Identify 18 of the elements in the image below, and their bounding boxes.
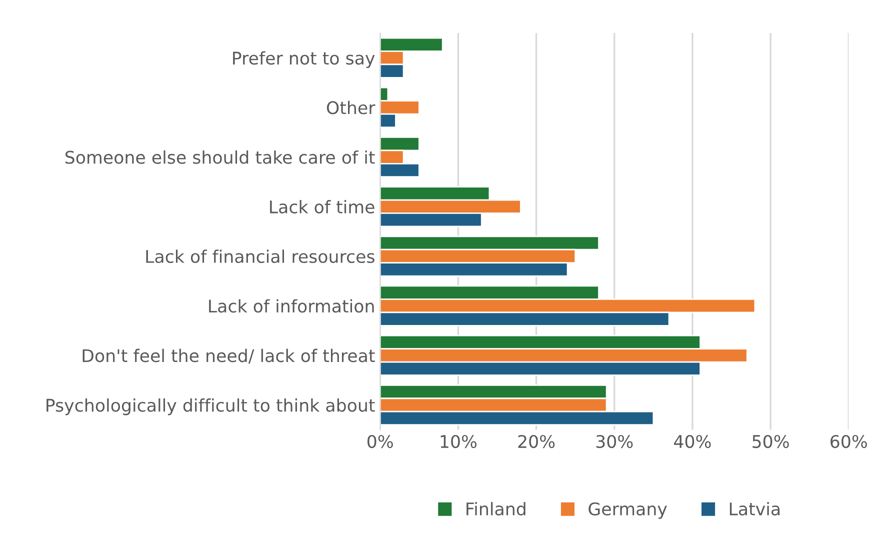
x-tick-label: 60% xyxy=(830,434,867,448)
legend-label: Finland xyxy=(466,502,526,516)
x-tick-label: 40% xyxy=(674,434,711,448)
x-tick-label: 50% xyxy=(752,434,789,448)
x-tick-label: 30% xyxy=(596,434,633,448)
y-tick-label: Prefer not to say xyxy=(233,51,375,68)
legend-label: Latvia xyxy=(730,502,780,516)
x-tick-label: 20% xyxy=(518,434,555,448)
y-tick-label: Other xyxy=(326,100,376,114)
y-tick-label: Lack of financial resources xyxy=(146,250,374,264)
legend-label: Germany xyxy=(588,502,667,519)
y-tick-label: Lack of time xyxy=(270,200,374,214)
y-tick-label: Lack of information xyxy=(209,299,374,313)
x-tick-label: 0% xyxy=(367,434,393,448)
x-tick-label: 10% xyxy=(440,434,477,448)
y-tick-label: Don't feel the need/ lack of threat xyxy=(82,348,375,364)
y-tick-label: Someone else should take care of it xyxy=(65,150,375,164)
y-tick-label: Psychologically difficult to think about xyxy=(46,398,375,416)
